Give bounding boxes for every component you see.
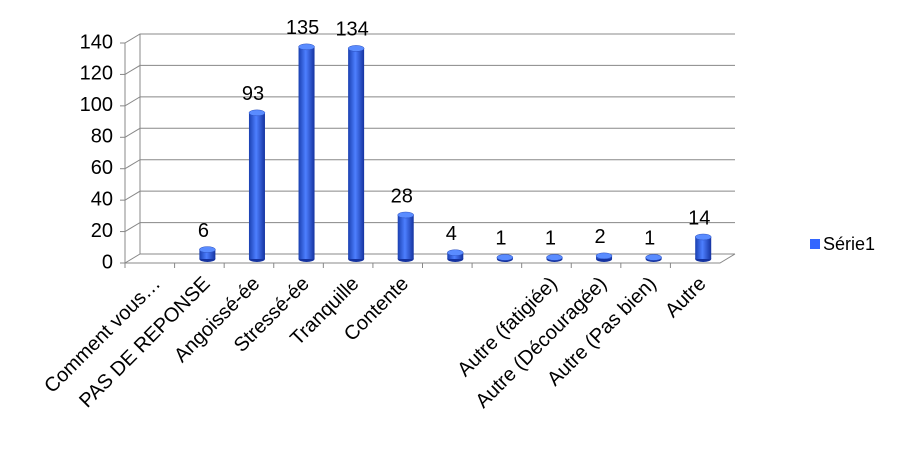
back-wall	[139, 34, 735, 255]
legend-label: Série1	[823, 234, 875, 254]
bar	[695, 237, 712, 259]
bar-top	[397, 211, 414, 219]
value-label: 6	[198, 220, 209, 242]
grid-line	[124, 64, 735, 75]
bar-top	[645, 254, 662, 261]
bar-top	[496, 254, 514, 261]
y-tick-label: 20	[91, 220, 113, 242]
y-tick-label: 80	[91, 126, 113, 148]
y-tick-label: 40	[91, 188, 113, 210]
value-label: 135	[286, 17, 319, 39]
value-label: 28	[391, 185, 413, 207]
bar-top	[298, 43, 315, 51]
bar-top	[248, 109, 266, 117]
floor	[125, 253, 736, 264]
y-tick-label: 60	[91, 157, 113, 179]
grid-line	[124, 159, 735, 170]
bar	[248, 112, 265, 259]
grid-line	[124, 33, 735, 44]
bar-top	[347, 45, 365, 52]
bar	[348, 48, 365, 259]
x-tick-label: Autre	[661, 273, 710, 322]
value-label: 93	[242, 83, 264, 105]
y-tick-label: 120	[80, 63, 113, 85]
bar	[298, 46, 315, 259]
value-label: 1	[545, 228, 556, 250]
value-label: 134	[335, 19, 368, 41]
bar-top	[694, 233, 712, 241]
value-label: 1	[644, 228, 655, 250]
grid-line	[124, 96, 735, 107]
y-tick-label: 0	[102, 251, 113, 273]
bar-top	[447, 249, 464, 256]
value-label: 2	[594, 226, 605, 248]
y-tick-label: 140	[80, 31, 113, 53]
bar-top	[199, 246, 216, 253]
grid-line	[124, 222, 735, 232]
grid-line	[124, 190, 735, 201]
value-label: 14	[688, 207, 710, 229]
value-label: 1	[495, 228, 506, 250]
grid-line	[124, 127, 735, 138]
bar-top	[595, 252, 613, 260]
bar	[397, 215, 414, 259]
value-label: 4	[446, 223, 457, 245]
bar	[199, 249, 216, 259]
grid-line	[124, 253, 735, 264]
y-tick-label: 100	[80, 94, 113, 116]
legend-swatch	[810, 239, 820, 249]
bar-top	[546, 254, 563, 261]
